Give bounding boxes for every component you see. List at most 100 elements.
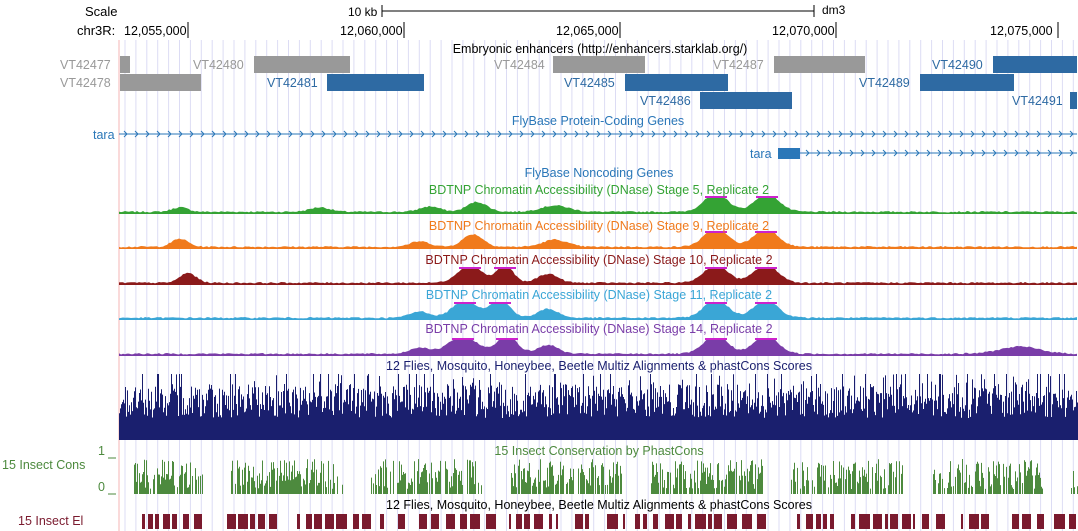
saturation-marker (755, 267, 777, 269)
strand-arrow (519, 130, 524, 138)
strand-arrow (266, 130, 271, 138)
strand-arrow (926, 149, 931, 157)
conserved-element (431, 514, 439, 529)
phastcons-signal (134, 459, 1078, 494)
conserved-element (1022, 514, 1031, 529)
conserved-element (516, 514, 522, 529)
strand-arrow (992, 130, 997, 138)
saturation-marker (755, 338, 777, 340)
strand-arrow (772, 130, 777, 138)
strand-arrow (365, 130, 370, 138)
strand-arrow (134, 130, 139, 138)
strand-arrow (860, 149, 865, 157)
phastcons-left-label[interactable]: 15 Insect Cons (2, 458, 86, 472)
strand-arrow (893, 149, 898, 157)
dnase-stage14-title: BDTNP Chromatin Accessibility (DNase) St… (425, 322, 773, 336)
strand-arrow (838, 149, 843, 157)
enhancer-label-vt42491[interactable]: VT42491 (1012, 94, 1063, 108)
enhancer-label-vt42489[interactable]: VT42489 (859, 76, 910, 90)
conserved-element (227, 514, 236, 529)
transcript-model-tara (778, 148, 1077, 159)
strand-arrow (1036, 149, 1041, 157)
strand-arrow (1003, 149, 1008, 157)
dnase-track-3 (119, 302, 1077, 320)
conserved-element (961, 514, 963, 529)
strand-arrow (816, 149, 821, 157)
multiz-bars (119, 374, 1078, 440)
conserved-element (981, 514, 989, 529)
conserved-element (676, 514, 682, 529)
conserved-element (353, 514, 359, 529)
strand-arrow (1014, 149, 1019, 157)
conserved-element (742, 514, 752, 529)
assembly-label: dm3 (822, 3, 846, 17)
enhancer-label-vt42487[interactable]: VT42487 (713, 58, 764, 72)
enhancer-label-vt42485[interactable]: VT42485 (564, 76, 615, 90)
enhancer-label-vt42478[interactable]: VT42478 (60, 76, 111, 90)
gene-label-tara[interactable]: tara (93, 128, 115, 142)
enhancer-features (120, 56, 1077, 109)
strand-arrow (343, 130, 348, 138)
elements-left-label[interactable]: 15 Insect El (18, 514, 84, 528)
enhancer-label-vt42477[interactable]: VT42477 (60, 58, 111, 72)
conserved-element (336, 514, 347, 529)
saturation-marker (705, 338, 727, 340)
conserved-element (250, 514, 255, 529)
saturation-marker (452, 338, 474, 340)
conserved-element (936, 514, 945, 529)
strand-arrow (882, 130, 887, 138)
conserved-elements (142, 514, 1076, 529)
conserved-element (534, 514, 543, 529)
strand-arrow (376, 130, 381, 138)
conserved-element (419, 514, 427, 529)
strand-arrow (486, 130, 491, 138)
dnase-stage9-title: BDTNP Chromatin Accessibility (DNase) St… (428, 219, 770, 233)
exon-block (778, 148, 800, 159)
strand-arrow (871, 149, 876, 157)
coordinate-12070000: 12,070,000 (772, 24, 835, 38)
strand-arrow (750, 130, 755, 138)
strand-arrow (662, 130, 667, 138)
saturation-marker (756, 196, 778, 198)
enhancer-label-vt42490[interactable]: VT42490 (932, 58, 983, 72)
strand-arrow (849, 130, 854, 138)
conserved-element (269, 514, 277, 529)
conserved-element (142, 514, 145, 529)
dnase-track-1 (119, 231, 1077, 249)
strand-arrow (1069, 130, 1074, 138)
strand-arrow (805, 149, 810, 157)
enhancer-feature (1070, 92, 1077, 109)
conserved-element (509, 514, 511, 529)
conserved-element (470, 514, 480, 529)
strand-arrow (310, 130, 315, 138)
strand-arrow (629, 130, 634, 138)
enhancer-label-vt42486[interactable]: VT42486 (640, 94, 691, 108)
conserved-element (306, 514, 312, 529)
dnase-signal (119, 232, 1077, 249)
enhancer-label-vt42480[interactable]: VT42480 (193, 58, 244, 72)
strand-arrow (299, 130, 304, 138)
strand-arrow (233, 130, 238, 138)
strand-arrow (904, 149, 909, 157)
conserved-element (688, 514, 691, 529)
coordinate-12060000: 12,060,000 (340, 24, 403, 38)
strand-arrow (596, 130, 601, 138)
elements-track-title: 12 Flies, Mosquito, Honeybee, Beetle Mul… (386, 498, 812, 512)
strand-arrow (926, 130, 931, 138)
strand-arrow (1047, 130, 1052, 138)
strand-arrow (684, 130, 689, 138)
strand-arrow (607, 130, 612, 138)
strand-arrow (222, 130, 227, 138)
strand-arrow (167, 130, 172, 138)
strand-arrow (145, 130, 150, 138)
conserved-element (873, 514, 882, 529)
saturation-marker (705, 196, 727, 198)
enhancer-label-vt42481[interactable]: VT42481 (267, 76, 318, 90)
transcript-label-tara[interactable]: tara (750, 147, 772, 161)
strand-arrow (156, 130, 161, 138)
enhancer-label-vt42484[interactable]: VT42484 (494, 58, 545, 72)
strand-arrow (332, 130, 337, 138)
scale-bar-label: 10 kb (348, 5, 378, 19)
conserved-element (524, 514, 530, 529)
